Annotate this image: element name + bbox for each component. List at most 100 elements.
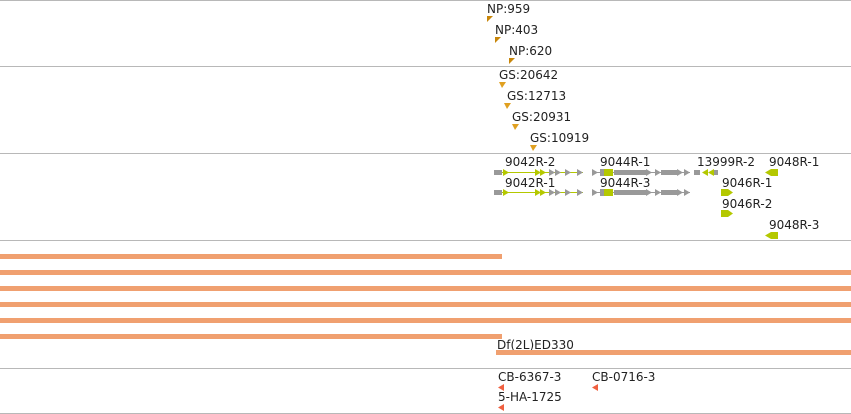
coding-exon (721, 210, 728, 217)
forward-exon-arrow (646, 189, 652, 196)
gs-insertion-feature[interactable]: GS:12713 (504, 89, 566, 109)
coding-exon (771, 169, 778, 176)
transcript-feature[interactable]: 9046R-1 (721, 176, 772, 196)
construct-feature[interactable]: CB-6367-3 (498, 370, 561, 391)
construct-label: 5-HA-1725 (498, 390, 562, 404)
gs-insertion-label: GS:12713 (507, 89, 566, 103)
transcript-label: 9048R-1 (769, 155, 819, 169)
gs-insertion-label: GS:10919 (530, 131, 589, 145)
np-insertion-feature[interactable]: NP:620 (509, 44, 552, 64)
forward-exon-arrow (549, 189, 555, 196)
gs-insertion-feature[interactable]: GS:20931 (512, 110, 571, 130)
transcript-label: 9044R-3 (600, 176, 650, 190)
coding-exon (604, 169, 613, 176)
forward-exon-arrow (728, 189, 733, 196)
forward-exon-arrow (577, 189, 583, 196)
triangle-down-left-marker-icon (487, 16, 493, 22)
transcript-feature[interactable]: 9042R-1 (494, 176, 583, 196)
transcript-label: 13999R-2 (697, 155, 755, 169)
transcript-feature[interactable]: 9048R-1 (765, 155, 819, 176)
forward-exon-arrow (555, 189, 561, 196)
coding-exon (721, 189, 728, 196)
forward-exon-arrow (549, 169, 555, 176)
coding-exon (714, 170, 718, 175)
deficiency-bar[interactable] (0, 270, 851, 275)
construct-track: CB-6367-3 CB-0716-3 5-HA-1725 (498, 370, 655, 411)
coding-exon (614, 170, 646, 175)
coding-exon (661, 170, 677, 175)
gs-insertion-label: GS:20931 (512, 110, 571, 124)
triangle-down-marker-icon (512, 124, 519, 130)
forward-exon-arrow (540, 189, 546, 196)
coding-exon (600, 169, 604, 176)
forward-exon-arrow (646, 169, 652, 176)
triangle-down-marker-icon (504, 103, 511, 109)
np-insertion-label: NP:620 (509, 44, 552, 58)
noncoding-exon (694, 170, 700, 175)
deficiency-track: Df(2L)ED330 (0, 254, 851, 355)
forward-exon-arrow (592, 169, 598, 176)
coding-exon (614, 190, 646, 195)
coding-exon (604, 189, 613, 196)
np-insertion-label: NP:959 (487, 2, 530, 16)
transcript-label: 9048R-3 (769, 218, 819, 232)
forward-exon-arrow (684, 169, 690, 176)
transcript-label: 9044R-1 (600, 155, 650, 169)
triangle-down-marker-icon (499, 82, 506, 88)
construct-feature[interactable]: 5-HA-1725 (498, 390, 562, 411)
forward-exon-arrow (684, 189, 690, 196)
np-insertion-track: NP:959 NP:403 NP:620 (487, 2, 552, 64)
deficiency-bar[interactable] (0, 318, 851, 323)
coding-exon (600, 189, 604, 196)
reverse-exon-arrow (708, 169, 714, 176)
forward-exon-arrow (503, 189, 509, 196)
triangle-left-marker-icon (498, 384, 504, 391)
forward-exon-arrow (655, 169, 661, 176)
forward-exon-arrow (577, 169, 583, 176)
deficiency-label: Df(2L)ED330 (497, 338, 574, 352)
deficiency-bar[interactable] (0, 334, 502, 339)
triangle-left-marker-icon (592, 384, 598, 391)
transcript-feature[interactable]: 9044R-1 (592, 155, 690, 176)
reverse-exon-arrow (765, 232, 771, 239)
noncoding-exon (494, 190, 502, 195)
forward-exon-arrow (535, 189, 541, 196)
construct-label: CB-6367-3 (498, 370, 561, 384)
deficiency-bar[interactable] (0, 286, 851, 291)
coding-exon (771, 232, 778, 239)
forward-exon-arrow (677, 169, 683, 176)
transcript-feature[interactable]: 9044R-3 (592, 176, 690, 196)
deficiency-feature[interactable]: Df(2L)ED330 (496, 338, 851, 355)
gs-insertion-feature[interactable]: GS:20642 (499, 68, 558, 88)
forward-exon-arrow (540, 169, 546, 176)
transcript-feature[interactable]: 9046R-2 (721, 197, 772, 217)
forward-exon-arrow (592, 189, 598, 196)
forward-exon-arrow (677, 189, 683, 196)
transcript-track: 9042R-2 9042R-1 9044R-1 (494, 155, 819, 239)
forward-exon-arrow (565, 169, 571, 176)
construct-feature[interactable]: CB-0716-3 (592, 370, 655, 391)
gs-insertion-label: GS:20642 (499, 68, 558, 82)
deficiency-bar (496, 350, 851, 355)
construct-label: CB-0716-3 (592, 370, 655, 384)
triangle-left-marker-icon (498, 404, 504, 411)
deficiency-bar[interactable] (0, 254, 502, 259)
transcript-feature[interactable]: 13999R-2 (694, 155, 755, 176)
forward-exon-arrow (565, 189, 571, 196)
reverse-exon-arrow (765, 169, 771, 176)
deficiency-bar[interactable] (0, 302, 851, 307)
transcript-label: 9042R-1 (505, 176, 555, 190)
transcript-feature[interactable]: 9042R-2 (494, 155, 583, 176)
transcript-label: 9042R-2 (505, 155, 555, 169)
np-insertion-feature[interactable]: NP:403 (495, 23, 538, 43)
transcript-feature[interactable]: 9048R-3 (765, 218, 819, 239)
forward-exon-arrow (655, 189, 661, 196)
reverse-exon-arrow (702, 169, 708, 176)
forward-exon-arrow (535, 169, 541, 176)
gs-insertion-feature[interactable]: GS:10919 (530, 131, 589, 151)
triangle-down-marker-icon (530, 145, 537, 151)
np-insertion-feature[interactable]: NP:959 (487, 2, 530, 22)
forward-exon-arrow (555, 169, 561, 176)
triangle-down-left-marker-icon (495, 37, 501, 43)
